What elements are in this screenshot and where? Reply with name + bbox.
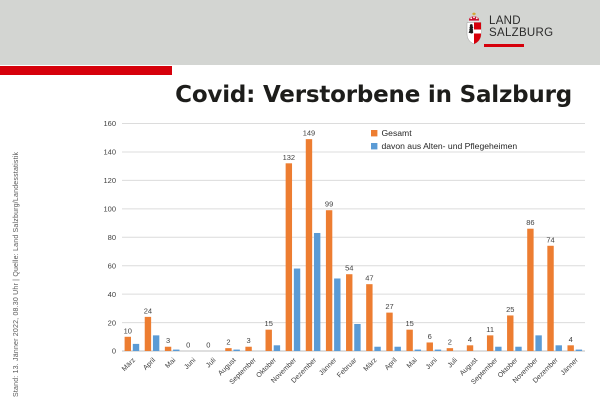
- x-axis-label: Juni: [425, 357, 439, 371]
- bar-pflegeheime: [354, 323, 361, 351]
- logo-text-line1: LAND: [489, 15, 521, 27]
- bar-pflegeheime: [495, 346, 502, 351]
- bar-pflegeheime: [555, 345, 562, 351]
- logo-text-line2: SALZBURG: [489, 26, 554, 39]
- bar-gesamt: [446, 348, 454, 351]
- bar-gesamt: [346, 274, 353, 351]
- legend-label-pflegeheime: davon aus Alten- und Pflegeheimen: [382, 141, 518, 151]
- bar-gesamt: [507, 315, 514, 351]
- y-axis-label: 140: [103, 148, 116, 157]
- bar-gesamt: [406, 329, 413, 351]
- bar-gesamt: [386, 312, 393, 351]
- logo-red-underline: [484, 44, 524, 47]
- bar-gesamt: [285, 163, 293, 351]
- bar-pflegeheime: [273, 345, 281, 351]
- header-band: [0, 0, 600, 65]
- y-axis-label: 120: [103, 176, 116, 185]
- bar-gesamt: [547, 245, 554, 351]
- data-label: 2: [226, 338, 230, 347]
- bar-pflegeheime: [414, 349, 422, 351]
- y-axis-label: 160: [103, 119, 116, 128]
- x-axis-label: März: [363, 357, 379, 373]
- data-label: 99: [325, 200, 333, 209]
- y-axis-label: 60: [108, 261, 116, 270]
- x-axis-label: Mai: [406, 357, 419, 370]
- bar-pflegeheime: [374, 346, 381, 351]
- data-label: 3: [246, 336, 250, 345]
- x-axis-label: Juli: [447, 357, 460, 370]
- data-label: 74: [546, 235, 554, 244]
- bar-pflegeheime: [434, 349, 442, 351]
- bar-pflegeheime: [394, 346, 401, 351]
- bar-pflegeheime: [132, 343, 140, 351]
- data-label: 3: [166, 336, 170, 345]
- data-label: 15: [265, 319, 273, 328]
- bar-gesamt: [124, 336, 131, 351]
- data-label: 54: [345, 264, 353, 273]
- y-axis-label: 80: [108, 233, 116, 242]
- data-label: 0: [206, 341, 210, 350]
- data-label: 10: [124, 326, 132, 335]
- bar-pflegeheime: [535, 335, 542, 351]
- bar-pflegeheime: [515, 346, 522, 351]
- bar-pflegeheime: [173, 349, 180, 351]
- data-label: 25: [506, 305, 514, 314]
- bar-gesamt: [426, 342, 433, 351]
- y-axis-label: 0: [112, 347, 116, 356]
- x-axis-label: Juli: [205, 357, 218, 370]
- x-axis-label: Februar: [336, 356, 359, 379]
- bar-gesamt: [366, 284, 373, 351]
- bar-gesamt: [265, 329, 272, 351]
- data-label: 149: [303, 129, 316, 138]
- bar-pflegeheime: [152, 335, 160, 351]
- bar-gesamt: [567, 345, 574, 351]
- x-axis-label: Juni: [183, 357, 197, 371]
- data-label: 0: [186, 341, 190, 350]
- data-label: 4: [569, 335, 573, 344]
- x-axis-label: März: [121, 357, 137, 373]
- data-label: 11: [486, 325, 494, 334]
- legend-label-gesamt: Gesamt: [382, 128, 413, 138]
- bar-pflegeheime: [334, 278, 341, 351]
- data-label: 47: [365, 274, 373, 283]
- data-label: 27: [385, 302, 393, 311]
- data-label: 4: [468, 335, 472, 344]
- bar-gesamt: [466, 345, 474, 351]
- bar-gesamt: [245, 346, 252, 351]
- bar-pflegeheime: [233, 349, 240, 351]
- bar-pflegeheime: [313, 232, 321, 351]
- bar-gesamt: [144, 316, 152, 351]
- page-title: Covid: Verstorbene in Salzburg: [175, 82, 572, 108]
- legend-swatch-pflegeheime: [371, 143, 378, 150]
- x-axis-label: Mai: [164, 357, 177, 370]
- bar-pflegeheime: [575, 349, 583, 351]
- data-label: 2: [448, 338, 452, 347]
- data-label: 15: [405, 319, 413, 328]
- x-axis-label: April: [142, 357, 157, 372]
- data-label: 132: [283, 153, 296, 162]
- data-label: 86: [526, 218, 534, 227]
- data-label: 6: [428, 332, 432, 341]
- x-axis-label: April: [384, 357, 399, 372]
- bar-gesamt: [164, 346, 172, 351]
- header-accent-bar: [0, 66, 172, 75]
- data-label: 24: [144, 306, 152, 315]
- x-axis-label: Jänner: [560, 356, 581, 377]
- y-axis-label: 40: [108, 290, 116, 299]
- y-axis-label: 20: [108, 318, 116, 327]
- bar-gesamt: [305, 139, 313, 351]
- legend-swatch-gesamt: [371, 130, 378, 137]
- land-salzburg-logo: LAND SALZBURG: [464, 12, 553, 47]
- y-axis-label: 100: [103, 205, 116, 214]
- bar-gesamt: [527, 228, 534, 351]
- bar-gesamt: [325, 210, 333, 351]
- bar-gesamt: [225, 348, 232, 351]
- salzburg-coat-of-arms-icon: [466, 12, 482, 45]
- bar-gesamt: [486, 335, 494, 351]
- bar-pflegeheime: [293, 268, 301, 351]
